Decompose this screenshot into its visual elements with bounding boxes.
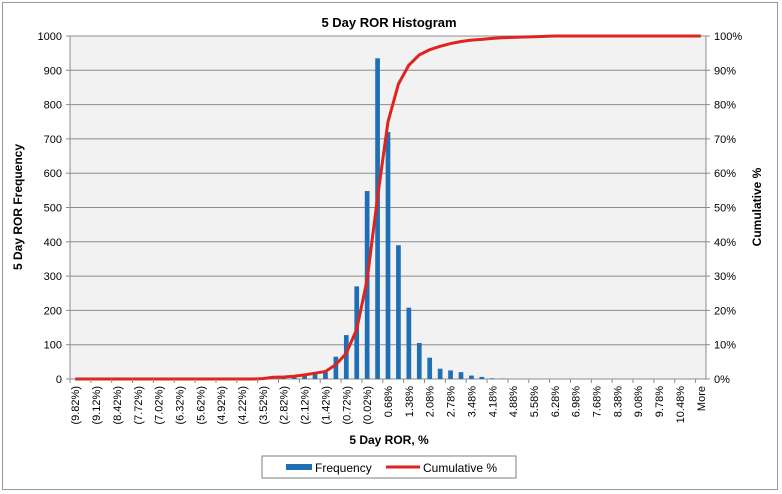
- x-tick-label: (0.02%): [362, 386, 374, 425]
- frequency-bar: [291, 376, 297, 379]
- frequency-bar: [458, 372, 464, 379]
- y-tick-label: 200: [44, 305, 62, 317]
- x-axis-ticks: (9.82%) (9.12%) (8.42%) (7.72%) (7.02%) (6.32…: [69, 379, 708, 425]
- frequency-bar: [323, 372, 328, 379]
- x-tick-label: (1.42%): [320, 386, 332, 425]
- y2-tick-label: 50%: [714, 203, 736, 215]
- cumulative-line: [75, 34, 701, 381]
- x-tick-label: 4.88%: [508, 386, 520, 417]
- y2-tick-label: 0%: [714, 374, 730, 386]
- y-tick-label: 500: [44, 203, 62, 215]
- x-tick-label: 1.38%: [404, 386, 416, 417]
- frequency-bar: [333, 356, 339, 379]
- y-tick-label: 100: [44, 340, 62, 352]
- y-tick-label: 800: [44, 100, 62, 112]
- y2-axis-title: Cumulative %: [750, 167, 764, 246]
- y-tick-label: 700: [44, 134, 62, 146]
- frequency-bar: [396, 245, 401, 379]
- x-tick-label: (7.02%): [154, 386, 166, 425]
- x-tick-label: (4.22%): [237, 386, 249, 425]
- y-tick-label: 900: [44, 65, 62, 77]
- y-tick-label: 400: [44, 237, 62, 249]
- frequency-bar: [427, 357, 433, 379]
- x-tick-label: (2.82%): [279, 386, 291, 425]
- x-tick-label: (8.42%): [112, 386, 124, 425]
- y2-tick-label: 10%: [714, 340, 736, 352]
- chart-title: 5 Day ROR Histogram: [321, 15, 456, 30]
- frequency-bar: [479, 376, 485, 379]
- x-tick-label: 10.48%: [675, 386, 687, 424]
- y2-tick-label: 100%: [714, 31, 742, 43]
- x-tick-label: 6.98%: [571, 386, 583, 417]
- frequency-bar: [375, 58, 380, 380]
- frequency-bar: [312, 374, 318, 379]
- x-tick-label: (3.52%): [258, 386, 270, 425]
- x-tick-label: 9.78%: [654, 386, 666, 417]
- x-tick-label: (6.32%): [174, 386, 186, 425]
- x-tick-label: (0.72%): [341, 386, 353, 425]
- x-tick-label: (4.92%): [216, 386, 228, 425]
- x-tick-label: 5.58%: [529, 386, 541, 417]
- frequency-bar: [489, 378, 495, 379]
- frequency-bar: [406, 307, 412, 379]
- x-tick-label: 7.68%: [592, 386, 604, 417]
- x-tick-label: 0.68%: [383, 386, 395, 417]
- y2-tick-label: 80%: [714, 100, 736, 112]
- legend-frequency-swatch: [286, 464, 312, 470]
- frequency-bar: [437, 368, 443, 379]
- frequency-bar: [469, 375, 474, 379]
- x-tick-label: (9.82%): [70, 386, 82, 425]
- legend-cumulative-label: Cumulative %: [423, 461, 497, 475]
- legend-frequency-label: Frequency: [315, 461, 372, 475]
- frequency-bar: [416, 342, 422, 379]
- y-tick-label: 300: [44, 271, 62, 283]
- y2-tick-label: 40%: [714, 237, 736, 249]
- x-axis-title: 5 Day ROR, %: [349, 433, 429, 447]
- frequency-bar: [448, 370, 453, 379]
- frequency-bar: [385, 132, 391, 379]
- y-axis-ticks: 0 100 200 300 400 500 600 700 800 900 1000: [38, 31, 70, 386]
- x-tick-label: (9.12%): [91, 386, 103, 425]
- x-tick-label: (7.72%): [133, 386, 145, 425]
- y-tick-label: 0: [56, 374, 62, 386]
- x-tick-label: 9.08%: [633, 386, 645, 417]
- x-tick-label: 8.38%: [612, 386, 624, 417]
- y2-tick-label: 60%: [714, 168, 736, 180]
- y2-tick-label: 90%: [714, 65, 736, 77]
- y-tick-label: 600: [44, 168, 62, 180]
- y2-tick-label: 30%: [714, 271, 736, 283]
- y2-axis-ticks: 0% 10% 20% 30% 40% 50% 60% 70% 80% 90% 100%: [706, 31, 742, 386]
- x-tick-label: (2.12%): [300, 386, 312, 425]
- y2-tick-label: 20%: [714, 305, 736, 317]
- y-axis-title: 5 Day ROR Frequency: [11, 144, 25, 270]
- x-tick-label: 4.18%: [487, 386, 499, 417]
- legend: Frequency Cumulative %: [261, 455, 517, 479]
- y2-tick-label: 70%: [714, 134, 736, 146]
- frequency-bar: [343, 335, 349, 379]
- frequency-bar: [302, 375, 307, 379]
- y-tick-label: 1000: [38, 31, 62, 43]
- x-tick-label: 3.48%: [466, 386, 478, 417]
- x-tick-label: 2.08%: [425, 386, 437, 417]
- x-tick-label: More: [696, 386, 708, 411]
- x-tick-label: 6.28%: [550, 386, 562, 417]
- x-tick-label: 2.78%: [446, 386, 458, 417]
- x-tick-label: (5.62%): [195, 386, 207, 425]
